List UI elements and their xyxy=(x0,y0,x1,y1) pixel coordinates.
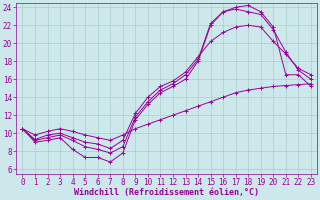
X-axis label: Windchill (Refroidissement éolien,°C): Windchill (Refroidissement éolien,°C) xyxy=(74,188,259,197)
